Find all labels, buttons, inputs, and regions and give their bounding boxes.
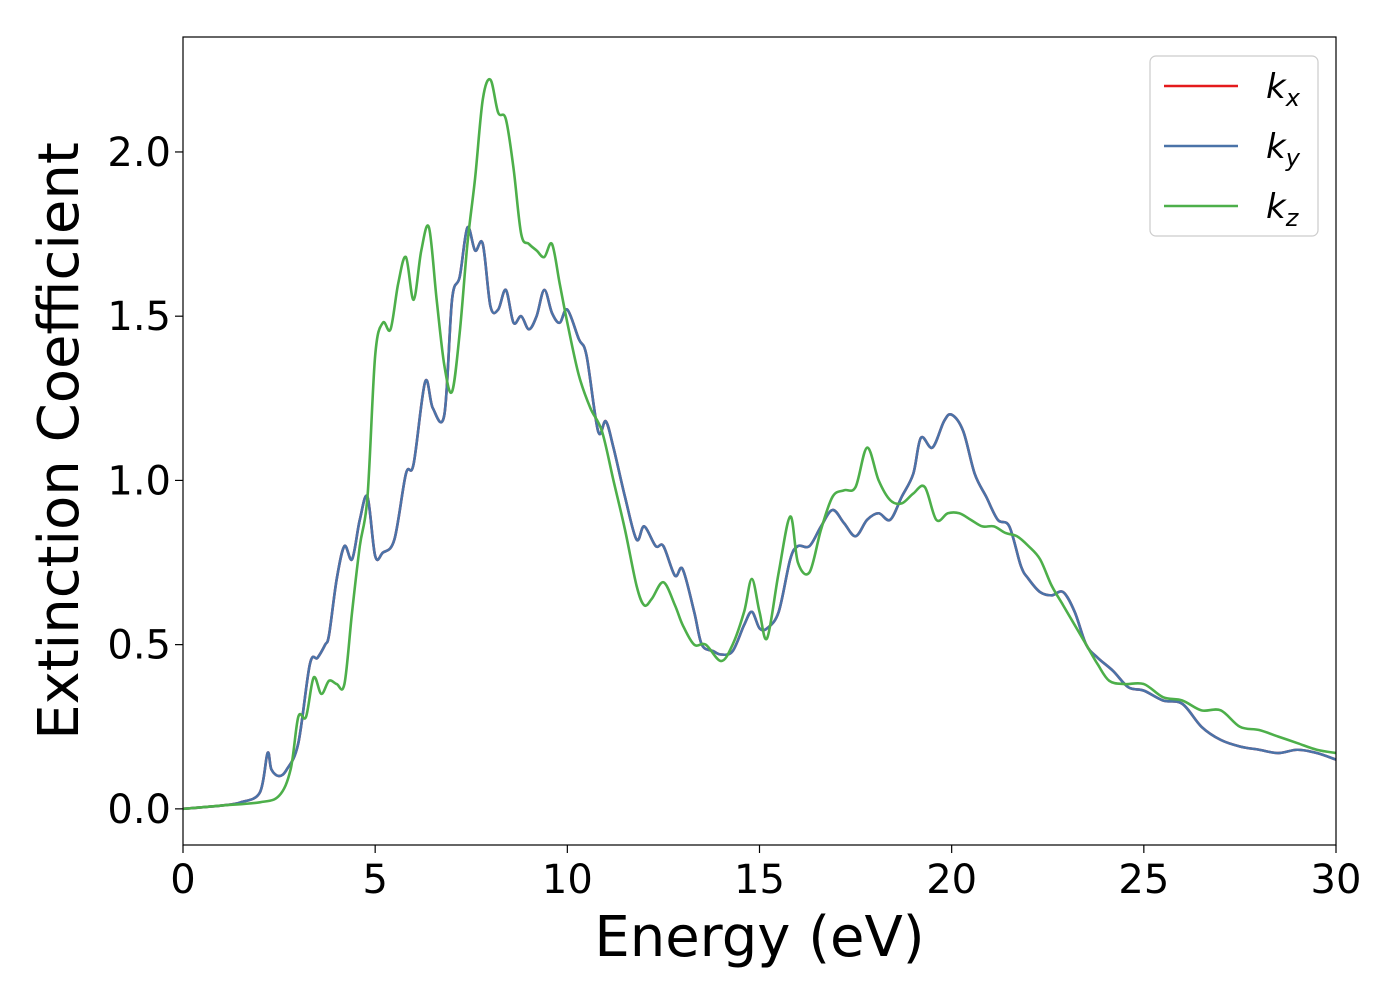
- x-axis-title: Energy (eV): [594, 905, 924, 970]
- y-tick-label: 0.0: [107, 787, 171, 833]
- y-tick-label: 0.5: [107, 623, 171, 669]
- series-line-y: [183, 225, 1336, 811]
- x-tick-label: 5: [362, 857, 387, 903]
- legend: kx ky kz: [1149, 55, 1319, 237]
- y-axis-ticks: 0.0 0.5 1.0 1.5 2.0: [107, 130, 183, 833]
- legend-label-x: kx: [1266, 67, 1301, 112]
- y-axis-title: Extinction Coefficient: [27, 142, 92, 740]
- x-tick-label: 20: [926, 857, 977, 903]
- y-tick-label: 1.0: [107, 458, 171, 504]
- x-tick-label: 30: [1311, 857, 1362, 903]
- x-tick-label: 25: [1118, 857, 1169, 903]
- x-tick-label: 15: [734, 857, 785, 903]
- y-tick-label: 1.5: [107, 294, 171, 340]
- series-layer: [183, 77, 1336, 811]
- y-tick-label: 2.0: [107, 130, 171, 176]
- x-tick-label: 10: [542, 857, 593, 903]
- x-tick-label: 0: [170, 857, 195, 903]
- series-line-z: [183, 77, 1336, 811]
- legend-label-y: ky: [1266, 127, 1301, 172]
- x-axis-ticks: 0 5 10 15 20 25 30: [170, 845, 1361, 903]
- legend-label-z: kz: [1266, 187, 1300, 232]
